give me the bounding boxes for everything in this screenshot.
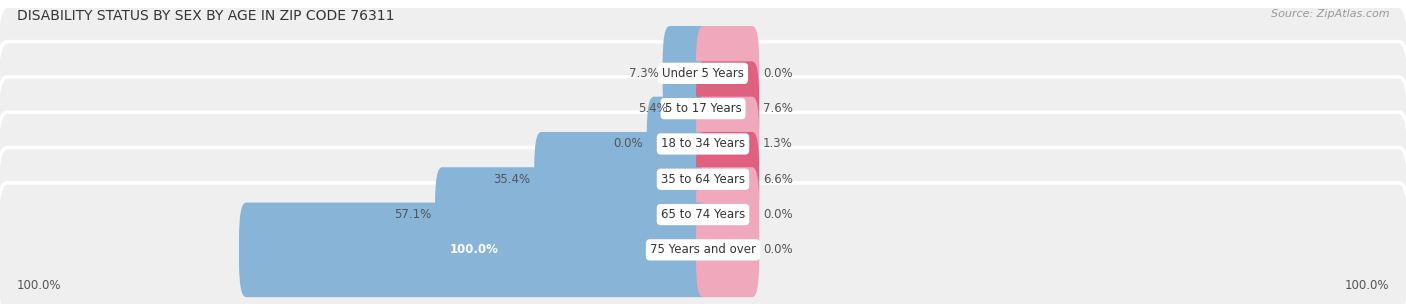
- Text: 7.3%: 7.3%: [630, 67, 659, 80]
- Text: 18 to 34 Years: 18 to 34 Years: [661, 137, 745, 150]
- Text: 57.1%: 57.1%: [394, 208, 432, 221]
- Text: 100.0%: 100.0%: [17, 279, 62, 292]
- FancyBboxPatch shape: [696, 202, 759, 297]
- Text: 35.4%: 35.4%: [494, 173, 530, 186]
- FancyBboxPatch shape: [434, 167, 710, 262]
- FancyBboxPatch shape: [0, 77, 1406, 211]
- FancyBboxPatch shape: [0, 147, 1406, 282]
- Text: 0.0%: 0.0%: [613, 137, 644, 150]
- Text: 7.6%: 7.6%: [762, 102, 793, 115]
- FancyBboxPatch shape: [696, 167, 759, 262]
- Text: 100.0%: 100.0%: [1344, 279, 1389, 292]
- Text: Under 5 Years: Under 5 Years: [662, 67, 744, 80]
- Text: 5.4%: 5.4%: [638, 102, 668, 115]
- FancyBboxPatch shape: [662, 26, 710, 121]
- FancyBboxPatch shape: [696, 26, 759, 121]
- Text: 35 to 64 Years: 35 to 64 Years: [661, 173, 745, 186]
- Text: 0.0%: 0.0%: [762, 244, 793, 256]
- FancyBboxPatch shape: [0, 42, 1406, 176]
- Text: 0.0%: 0.0%: [762, 67, 793, 80]
- FancyBboxPatch shape: [671, 61, 710, 156]
- FancyBboxPatch shape: [0, 183, 1406, 304]
- FancyBboxPatch shape: [696, 61, 759, 156]
- Text: 75 Years and over: 75 Years and over: [650, 244, 756, 256]
- Text: 100.0%: 100.0%: [450, 244, 499, 256]
- FancyBboxPatch shape: [696, 132, 759, 226]
- FancyBboxPatch shape: [696, 97, 759, 191]
- FancyBboxPatch shape: [0, 6, 1406, 140]
- FancyBboxPatch shape: [534, 132, 710, 226]
- Text: DISABILITY STATUS BY SEX BY AGE IN ZIP CODE 76311: DISABILITY STATUS BY SEX BY AGE IN ZIP C…: [17, 9, 394, 23]
- FancyBboxPatch shape: [0, 112, 1406, 246]
- FancyBboxPatch shape: [647, 97, 710, 191]
- Text: 6.6%: 6.6%: [762, 173, 793, 186]
- Text: 5 to 17 Years: 5 to 17 Years: [665, 102, 741, 115]
- Text: 1.3%: 1.3%: [762, 137, 793, 150]
- Text: 65 to 74 Years: 65 to 74 Years: [661, 208, 745, 221]
- Text: 0.0%: 0.0%: [762, 208, 793, 221]
- FancyBboxPatch shape: [239, 202, 710, 297]
- Text: Source: ZipAtlas.com: Source: ZipAtlas.com: [1271, 9, 1389, 19]
